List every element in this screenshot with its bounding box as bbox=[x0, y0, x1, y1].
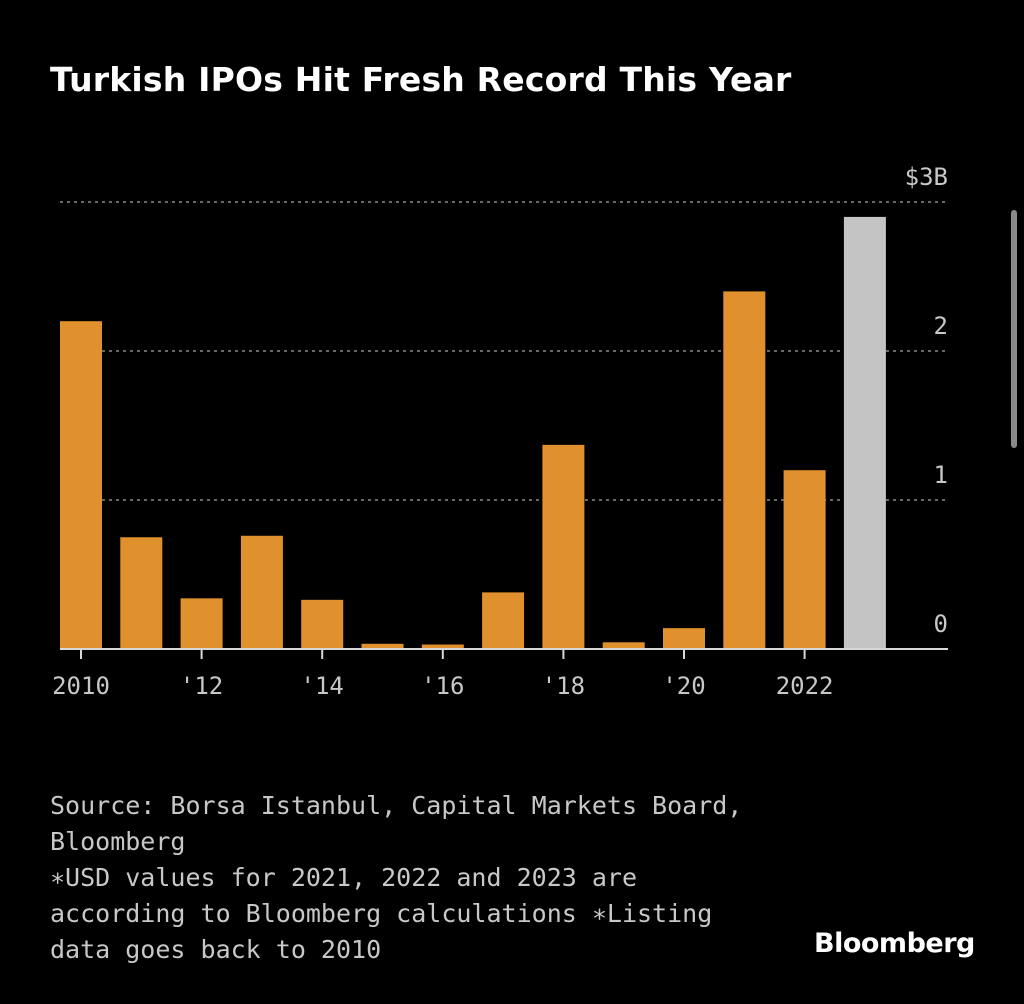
bloomberg-logo: Bloomberg bbox=[814, 928, 975, 959]
y-axis-labels: 0 1 2 $3B bbox=[905, 163, 948, 638]
y-tick-label: $3B bbox=[905, 163, 948, 191]
x-tick-label: 2010 bbox=[52, 672, 110, 700]
x-tick-label: 2022 bbox=[776, 672, 834, 700]
bar-2018 bbox=[542, 444, 585, 649]
source-text: Source: Borsa Istanbul, Capital Markets … bbox=[50, 791, 743, 856]
y-tick-label: 1 bbox=[934, 461, 948, 489]
gridlines bbox=[60, 201, 948, 501]
y-tick-label: 0 bbox=[934, 610, 948, 638]
x-tick-label: '14 bbox=[301, 672, 344, 700]
bar-2019 bbox=[602, 642, 645, 649]
x-tick-label: '12 bbox=[180, 672, 223, 700]
footnote: Source: Borsa Istanbul, Capital Markets … bbox=[50, 788, 750, 968]
bar-2010 bbox=[60, 321, 102, 649]
chart-title: Turkish IPOs Hit Fresh Record This Year bbox=[50, 60, 792, 99]
bar-2020 bbox=[663, 628, 705, 649]
bar-2016 bbox=[421, 644, 464, 649]
bars bbox=[60, 216, 886, 649]
y-tick-label: 2 bbox=[934, 312, 948, 340]
bar-2022 bbox=[783, 470, 826, 649]
note-text: ∗USD values for 2021, 2022 and 2023 are … bbox=[50, 863, 713, 964]
scrollbar[interactable] bbox=[1011, 210, 1017, 448]
bar-2011 bbox=[120, 537, 163, 649]
bar-2014 bbox=[301, 599, 344, 649]
bar-2015 bbox=[361, 643, 404, 649]
x-axis bbox=[60, 648, 948, 659]
bar-2017 bbox=[482, 592, 525, 649]
bar-2013 bbox=[240, 535, 283, 649]
bar-2021 bbox=[723, 291, 766, 649]
bar-2023 bbox=[843, 216, 886, 649]
x-tick-label: '16 bbox=[421, 672, 464, 700]
x-tick-label: '18 bbox=[542, 672, 585, 700]
bar-2012 bbox=[180, 598, 223, 649]
x-axis-labels: 2010 '12 '14 '16 '18 '20 2022 bbox=[52, 672, 833, 700]
x-tick-label: '20 bbox=[662, 672, 705, 700]
bar-chart: 0 1 2 $3B 2010 '12 '14 '16 '18 '20 2022 bbox=[52, 163, 948, 700]
